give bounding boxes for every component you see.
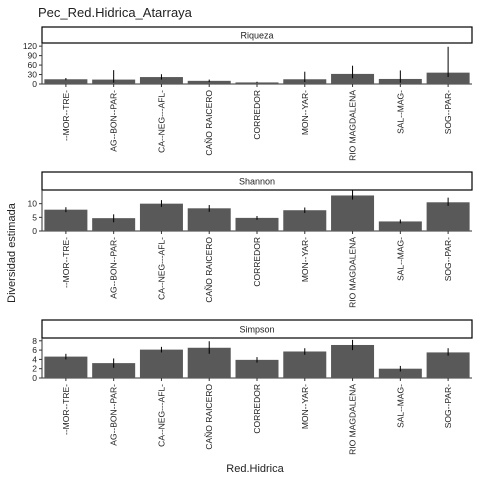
bar	[378, 221, 422, 231]
bar	[378, 368, 422, 378]
y-tick-label: 6	[32, 345, 37, 355]
x-tick-label: CA--NEG---AFL-	[156, 237, 166, 300]
bar	[331, 73, 375, 84]
facet-strip-label: Riqueza	[240, 31, 273, 41]
y-tick-label: 8	[32, 336, 37, 346]
x-tick-label: --MOR--TRE-	[61, 237, 71, 288]
x-tick-label: SAL--MAG-	[395, 384, 405, 428]
bar	[235, 217, 279, 231]
facet-strip	[41, 319, 473, 339]
bar	[92, 363, 136, 378]
x-tick-label: CORREDOR	[252, 237, 262, 287]
chart-title: Pec_Red.Hidrica_Atarraya	[38, 5, 193, 20]
x-tick-label: SAL--MAG-	[395, 90, 405, 134]
x-tick-label: AG--BON--PAR-	[109, 90, 119, 152]
x-tick-label: --MOR--TRE-	[61, 90, 71, 141]
facet-shannon: Shannon 0 5 10 --MOR--TRE- AG--BON--PAR- CA--N…	[28, 171, 473, 308]
y-axis-label: Diversidad estimada	[6, 202, 18, 303]
y-tick-label: 2	[32, 364, 37, 374]
y-tick-label: 120	[23, 41, 37, 51]
bar	[44, 356, 88, 378]
bar	[426, 202, 470, 231]
y-tick-label: 4	[32, 354, 37, 364]
x-tick-label: SOG--PAR-	[443, 237, 453, 281]
y-tick-label: 0	[32, 226, 37, 236]
x-tick-label: RIO MAGDALENA	[348, 384, 358, 455]
x-tick-label: CORREDOR	[252, 384, 262, 434]
x-tick-label: CAÑO RAICERO	[204, 384, 214, 450]
bar	[44, 209, 88, 231]
bar	[92, 218, 136, 231]
x-tick-label: CORREDOR	[252, 90, 262, 140]
facet-strip	[41, 171, 473, 191]
bar	[187, 208, 231, 231]
x-tick-label: AG--BON--PAR-	[109, 237, 119, 299]
x-tick-label: RIO MAGDALENA	[348, 90, 358, 161]
x-tick-label: SOG--PAR-	[443, 384, 453, 428]
x-tick-label: CAÑO RAICERO	[204, 90, 214, 156]
x-tick-label: SAL--MAG-	[395, 237, 405, 281]
bar	[139, 349, 183, 378]
bar	[139, 203, 183, 231]
facet-strip	[41, 26, 473, 44]
bar	[139, 77, 183, 84]
facet-strip-label: Simpson	[239, 325, 274, 335]
bar	[187, 80, 231, 84]
x-tick-label: CA--NEG---AFL-	[156, 384, 166, 447]
x-axis-label: Red.Hidrica	[226, 463, 284, 475]
bar	[283, 351, 327, 378]
bar	[235, 82, 279, 84]
bar	[426, 72, 470, 84]
bar	[235, 359, 279, 378]
x-tick-label: MON--YAR-	[300, 90, 310, 135]
x-tick-label: --MOR--TRE-	[61, 384, 71, 435]
y-tick-label: 30	[28, 70, 38, 80]
bar	[283, 210, 327, 231]
y-tick-label: 0	[32, 79, 37, 89]
y-tick-label: 5	[32, 212, 37, 222]
x-tick-label: MON--YAR-	[300, 237, 310, 282]
bar	[44, 79, 88, 84]
bar	[426, 352, 470, 378]
x-tick-label: CAÑO RAICERO	[204, 237, 214, 303]
y-tick-label: 10	[28, 199, 38, 209]
y-tick-label: 90	[28, 51, 38, 61]
y-tick-label: 0	[32, 373, 37, 383]
facet-strip-label: Shannon	[239, 177, 275, 187]
x-tick-label: RIO MAGDALENA	[348, 237, 358, 308]
x-tick-label: SOG--PAR-	[443, 90, 453, 134]
x-tick-label: MON--YAR-	[300, 384, 310, 429]
x-tick-label: CA--NEG---AFL-	[156, 90, 166, 153]
x-tick-label: AG--BON--PAR-	[109, 384, 119, 446]
bar	[331, 195, 375, 231]
y-tick-label: 60	[28, 60, 38, 70]
bar	[331, 344, 375, 378]
